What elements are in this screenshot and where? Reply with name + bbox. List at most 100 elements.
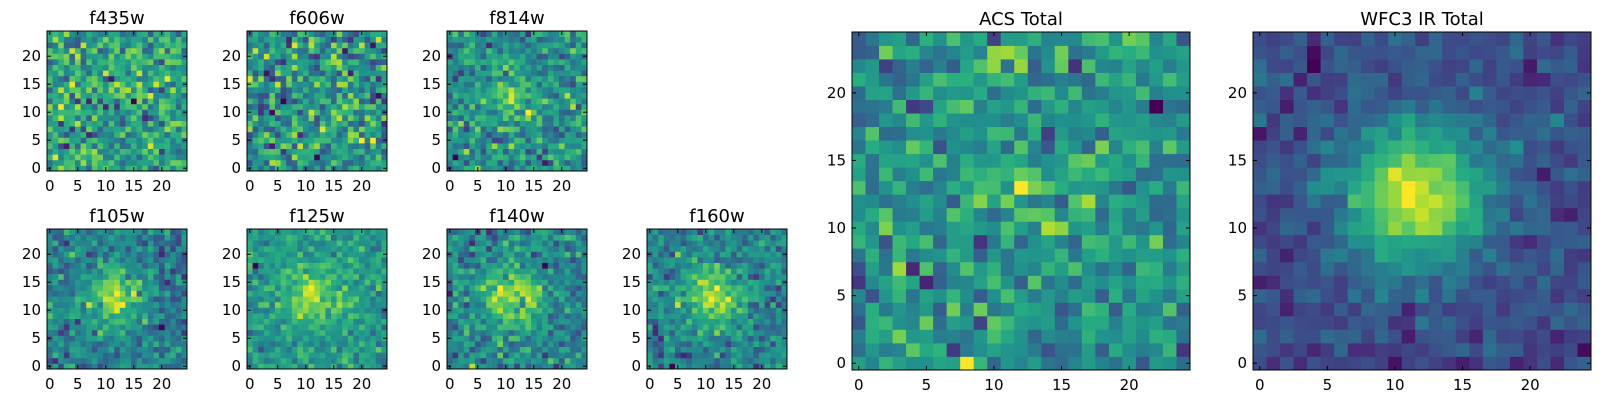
heatmap-cell xyxy=(542,240,549,247)
heatmap-cell xyxy=(353,229,360,235)
heatmap-cell xyxy=(308,296,315,303)
heatmap-cell xyxy=(714,318,721,325)
heatmap-cell xyxy=(91,234,98,241)
heatmap-cell xyxy=(170,352,177,359)
heatmap-cell xyxy=(480,273,487,280)
heatmap-cell xyxy=(170,87,177,93)
heatmap-cell xyxy=(342,251,349,258)
heatmap-cell xyxy=(69,126,76,133)
heatmap-cell xyxy=(297,329,304,336)
heatmap-cell xyxy=(452,115,459,121)
heatmap-cell xyxy=(514,357,521,364)
heatmap-cell xyxy=(542,81,549,88)
heatmap-cell xyxy=(275,81,281,88)
heatmap-cell xyxy=(303,357,309,364)
heatmap-cell xyxy=(91,70,98,77)
heatmap-cell xyxy=(252,329,259,336)
heatmap-cell xyxy=(764,279,771,286)
heatmap-cell xyxy=(960,167,975,182)
heatmap-cell xyxy=(52,87,59,93)
heatmap-cell xyxy=(108,251,115,258)
heatmap-cell xyxy=(280,103,287,110)
heatmap-cell xyxy=(475,154,481,161)
heatmap-cell xyxy=(879,356,893,371)
x-tick-label: 20 xyxy=(152,375,171,393)
heatmap-cell xyxy=(258,109,265,116)
heatmap-cell xyxy=(258,53,265,60)
heatmap-cell xyxy=(314,357,321,364)
heatmap-cell xyxy=(1095,167,1110,182)
heatmap-cell xyxy=(553,53,560,60)
heatmap-cell xyxy=(159,352,165,359)
heatmap-cell xyxy=(170,131,177,138)
heatmap-cell xyxy=(364,109,371,116)
heatmap-cell xyxy=(375,318,382,325)
heatmap-cell xyxy=(297,165,304,172)
heatmap-cell xyxy=(119,120,126,127)
heatmap-cell xyxy=(331,36,337,43)
heatmap-cell xyxy=(775,229,782,235)
heatmap-cell xyxy=(452,92,459,99)
heatmap-cell xyxy=(286,165,293,172)
heatmap-cell xyxy=(370,357,377,364)
heatmap-cell xyxy=(297,318,304,325)
heatmap-cell xyxy=(364,159,371,166)
heatmap-cell xyxy=(164,307,171,314)
heatmap-cell xyxy=(142,143,149,149)
heatmap-cell xyxy=(759,245,765,252)
heatmap-cell xyxy=(347,341,354,347)
heatmap-cell xyxy=(525,148,532,155)
heatmap-cell xyxy=(303,240,309,247)
heatmap-cell xyxy=(153,42,160,49)
heatmap-cell xyxy=(447,59,453,65)
heatmap-cell xyxy=(475,47,481,54)
heatmap-cell xyxy=(375,42,382,49)
heatmap-cell xyxy=(153,352,160,359)
heatmap-cell xyxy=(108,352,115,359)
heatmap-cell xyxy=(458,131,465,138)
heatmap-cell xyxy=(547,296,554,303)
heatmap-cell xyxy=(725,346,732,353)
heatmap-cell xyxy=(475,98,481,105)
heatmap-cell xyxy=(536,313,543,319)
heatmap-cell xyxy=(469,92,476,99)
heatmap-cell xyxy=(308,262,315,269)
heatmap-cell xyxy=(336,335,343,342)
heatmap-cell xyxy=(1162,167,1177,182)
heatmap-cell xyxy=(753,262,760,269)
heatmap-cell xyxy=(97,159,104,166)
heatmap-cell xyxy=(375,53,382,60)
heatmap-cell xyxy=(119,346,126,353)
heatmap-cell xyxy=(553,159,560,166)
heatmap-cell xyxy=(159,268,165,275)
heatmap-cell xyxy=(269,301,276,308)
heatmap-cell xyxy=(91,126,98,133)
heatmap-cell xyxy=(463,341,470,347)
heatmap-cell xyxy=(364,335,371,342)
heatmap-cell xyxy=(452,42,459,49)
heatmap-cell xyxy=(759,268,765,275)
heatmap-cell xyxy=(531,137,537,144)
heatmap-cell xyxy=(486,273,493,280)
heatmap-cell xyxy=(503,341,509,347)
heatmap-cell xyxy=(686,285,693,291)
heatmap-cell xyxy=(680,273,687,280)
heatmap-cell xyxy=(319,109,326,116)
heatmap-cell xyxy=(153,64,160,71)
heatmap-cell xyxy=(514,341,521,347)
heatmap-cell xyxy=(491,251,498,258)
heatmap-cell xyxy=(47,285,53,291)
heatmap-cell xyxy=(303,59,309,65)
heatmap-cell xyxy=(775,335,782,342)
heatmap-cell xyxy=(1162,356,1177,371)
heatmap-cell xyxy=(359,126,365,133)
heatmap-cell xyxy=(58,109,65,116)
heatmap-cell xyxy=(703,290,709,297)
heatmap-cell xyxy=(447,103,453,110)
heatmap-cell xyxy=(469,75,476,82)
heatmap-cell xyxy=(353,143,360,149)
heatmap-cell xyxy=(547,47,554,54)
heatmap-cell xyxy=(503,92,509,99)
heatmap-cell xyxy=(519,31,526,37)
heatmap-cell xyxy=(1122,302,1137,317)
